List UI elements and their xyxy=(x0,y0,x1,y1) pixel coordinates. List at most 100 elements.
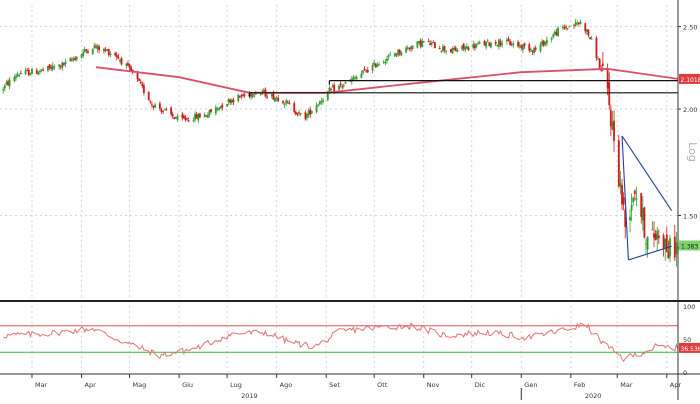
candle-body xyxy=(29,74,31,75)
candle-body xyxy=(453,48,455,49)
candle-body xyxy=(364,69,366,70)
year-label: 2019 xyxy=(241,392,258,400)
candle-body xyxy=(474,45,476,48)
candle-body xyxy=(229,100,231,103)
candle-body xyxy=(663,235,665,249)
candle-body xyxy=(645,244,647,245)
candle-body xyxy=(65,62,67,64)
candle-body xyxy=(580,22,582,24)
candle-body xyxy=(668,252,670,259)
candle-body xyxy=(319,102,321,105)
candle-body xyxy=(285,100,287,103)
candle-body xyxy=(479,43,481,44)
rsi-value-badge: 36.5368 xyxy=(679,343,700,353)
month-label: Mar xyxy=(620,381,633,389)
candle-body xyxy=(172,114,174,116)
candle-body xyxy=(13,77,15,81)
candle-body xyxy=(362,70,364,72)
candle-body xyxy=(308,110,310,115)
candle-body xyxy=(330,89,332,90)
price-grid xyxy=(0,5,678,298)
candle-body xyxy=(432,42,434,43)
rsi-layer xyxy=(0,323,678,361)
candle-body xyxy=(421,41,423,47)
candle-body xyxy=(293,103,295,112)
candle-body xyxy=(297,113,299,114)
candle-body xyxy=(338,86,340,90)
candle-body xyxy=(108,49,110,55)
candle-body xyxy=(93,45,95,47)
candle-body xyxy=(31,69,33,74)
ma-value-badge-text: 2.1018 xyxy=(681,77,700,84)
month-label: Mag xyxy=(133,381,147,389)
candle-body xyxy=(25,70,27,74)
candle-body xyxy=(562,27,564,29)
candle-body xyxy=(87,51,89,53)
candle-body xyxy=(153,106,155,108)
rsi-line xyxy=(3,323,678,361)
candle-body xyxy=(512,43,514,45)
candle-body xyxy=(565,27,567,28)
candle-body xyxy=(557,28,559,36)
candle-body xyxy=(556,32,558,35)
candle-body xyxy=(394,54,396,57)
candle-body xyxy=(420,40,422,46)
candle-body xyxy=(472,44,474,48)
candle-body xyxy=(586,29,588,31)
candle-body xyxy=(490,43,492,48)
candle-body xyxy=(608,82,610,105)
moving-average-line xyxy=(96,67,678,93)
candle-body xyxy=(98,47,100,51)
candle-body xyxy=(188,120,190,121)
candle-body xyxy=(116,55,118,57)
candle-body xyxy=(410,47,412,49)
candle-body xyxy=(218,108,220,110)
candle-body xyxy=(183,116,185,119)
candle-body xyxy=(17,74,19,76)
candle-body xyxy=(623,197,625,204)
price-tick-label: 2.00 xyxy=(683,106,697,114)
candle-body xyxy=(632,198,634,203)
candle-body xyxy=(376,65,378,66)
candle-body xyxy=(674,237,676,258)
candle-body xyxy=(655,234,657,240)
candle-body xyxy=(597,59,599,60)
candle-body xyxy=(642,208,644,221)
candle-body xyxy=(573,25,575,26)
candle-body xyxy=(333,85,335,92)
candle-body xyxy=(388,56,390,58)
candle-body xyxy=(468,48,470,50)
log-scale-label: Log xyxy=(686,142,699,162)
candle-body xyxy=(239,96,241,97)
candle-body xyxy=(125,64,127,66)
candle-body xyxy=(461,46,463,50)
candle-body xyxy=(137,73,139,79)
candle-body xyxy=(149,101,151,102)
candle-body xyxy=(452,48,454,53)
candle-body xyxy=(530,49,532,50)
candle-body xyxy=(356,77,358,79)
candle-body xyxy=(52,66,54,70)
candle-body xyxy=(621,185,623,204)
last-price-badge-text: 1.383 xyxy=(681,244,698,251)
candle-body xyxy=(233,100,235,102)
candle-body xyxy=(509,41,511,45)
candle-body xyxy=(647,237,649,250)
candle-body xyxy=(81,54,83,57)
candle-body xyxy=(105,50,107,51)
month-label: Ott xyxy=(377,381,388,389)
candle-body xyxy=(300,113,302,114)
candle-body xyxy=(466,46,468,48)
candle-body xyxy=(231,100,233,103)
candle-body xyxy=(162,111,164,112)
candle-body xyxy=(367,70,369,72)
candle-body xyxy=(352,77,354,80)
candle-body xyxy=(282,101,284,103)
candle-body xyxy=(7,81,9,85)
candle-body xyxy=(9,80,11,87)
candle-body xyxy=(129,64,131,67)
candle-body xyxy=(273,94,275,100)
ma-value-badge: 2.1018 xyxy=(679,74,700,84)
candle-body xyxy=(442,47,444,51)
